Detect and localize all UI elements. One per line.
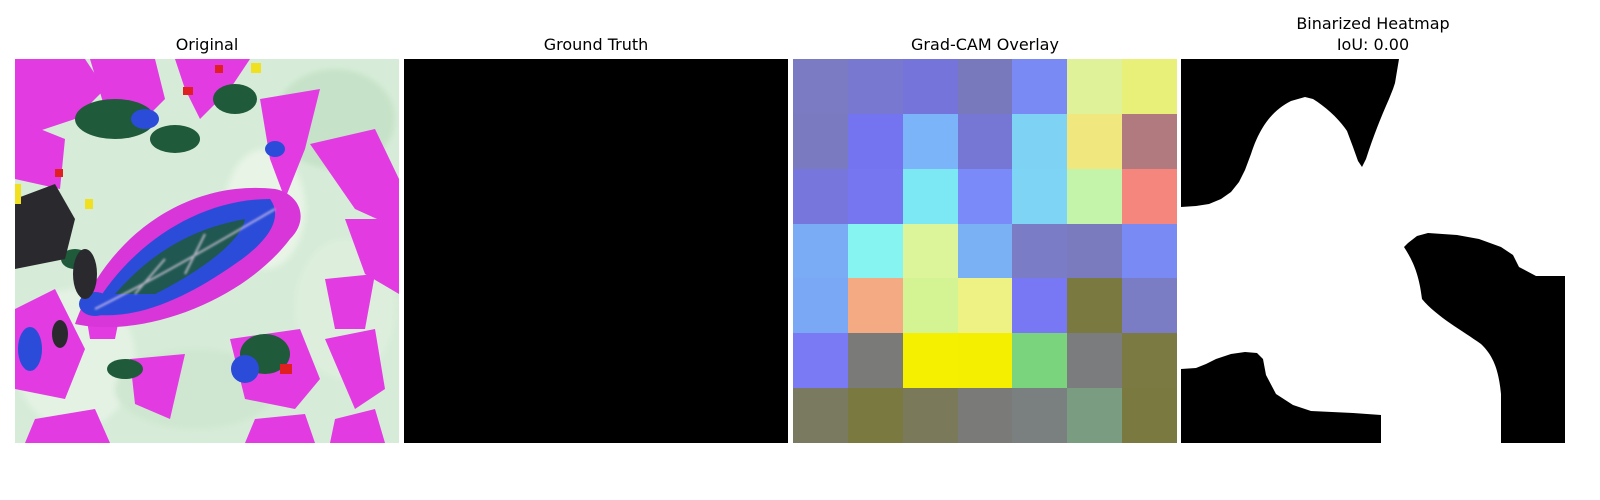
original-image (15, 59, 399, 443)
gradcam-cell-5-6 (1122, 333, 1177, 388)
gradcam-cell-4-5 (1067, 278, 1122, 333)
gradcam-cell-4-6 (1122, 278, 1177, 333)
gradcam-cell-0-4 (1012, 59, 1067, 114)
panel-title-gradcam: Grad-CAM Overlay (911, 35, 1059, 54)
panel-original: Original (15, 0, 399, 500)
binarized-heatmap-image (1181, 59, 1565, 443)
gradcam-cell-2-0 (793, 169, 848, 224)
gradcam-cell-5-0 (793, 333, 848, 388)
gradcam-cell-6-4 (1012, 388, 1067, 443)
ground-truth-mask (404, 59, 788, 443)
gradcam-cell-2-6 (1122, 169, 1177, 224)
heatmap-foreground-region (1181, 59, 1565, 443)
gradcam-cell-2-3 (958, 169, 1012, 224)
ground-truth-fill (404, 59, 788, 443)
gradcam-cell-3-2 (903, 224, 958, 278)
gradcam-cell-3-1 (848, 224, 903, 278)
gradcam-cell-3-0 (793, 224, 848, 278)
gradcam-cell-5-3 (958, 333, 1012, 388)
gradcam-cell-1-4 (1012, 114, 1067, 169)
panel-ground-truth: Ground Truth (404, 0, 788, 500)
gradcam-cell-6-2 (903, 388, 958, 443)
gradcam-cell-6-6 (1122, 388, 1177, 443)
gradcam-cell-3-5 (1067, 224, 1122, 278)
gradcam-cell-6-3 (958, 388, 1012, 443)
gradcam-cell-0-1 (848, 59, 903, 114)
gradcam-cell-3-4 (1012, 224, 1067, 278)
gradcam-cell-0-5 (1067, 59, 1122, 114)
gradcam-cell-1-0 (793, 114, 848, 169)
gradcam-grid (793, 59, 1177, 443)
gradcam-cell-0-0 (793, 59, 848, 114)
panel-title-original: Original (175, 35, 239, 54)
gradcam-cell-2-5 (1067, 169, 1122, 224)
gradcam-cell-4-3 (958, 278, 1012, 333)
gradcam-cell-3-3 (958, 224, 1012, 278)
gradcam-cell-4-1 (848, 278, 903, 333)
gradcam-cell-4-0 (793, 278, 848, 333)
gradcam-cell-2-2 (903, 169, 958, 224)
gradcam-cell-2-1 (848, 169, 903, 224)
gradcam-overlay-image (793, 59, 1177, 443)
gradcam-cell-5-4 (1012, 333, 1067, 388)
gradcam-cell-1-6 (1122, 114, 1177, 169)
original-image-svg (15, 59, 399, 443)
binarized-heatmap-svg (1181, 59, 1565, 443)
gradcam-cell-1-2 (903, 114, 958, 169)
gradcam-cell-6-0 (793, 388, 848, 443)
gradcam-cell-2-4 (1012, 169, 1067, 224)
panel-subtitle-iou: IoU: 0.00 (1336, 35, 1410, 54)
gradcam-cell-5-5 (1067, 333, 1122, 388)
gradcam-cell-0-2 (903, 59, 958, 114)
ground-truth-svg (404, 59, 788, 443)
gradcam-cell-4-2 (903, 278, 958, 333)
gradcam-cell-1-3 (958, 114, 1012, 169)
gradcam-cell-1-1 (848, 114, 903, 169)
panel-binarized-heatmap: Binarized Heatmap IoU: 0.00 (1181, 0, 1565, 500)
panel-gradcam-overlay: Grad-CAM Overlay (793, 0, 1177, 500)
gradcam-cell-3-6 (1122, 224, 1177, 278)
gradcam-cell-5-2 (903, 333, 958, 388)
gradcam-cell-6-5 (1067, 388, 1122, 443)
gradcam-cell-0-6 (1122, 59, 1177, 114)
gradcam-cell-0-3 (958, 59, 1012, 114)
gradcam-cell-1-5 (1067, 114, 1122, 169)
gradcam-cell-5-1 (848, 333, 903, 388)
panel-title-ground-truth: Ground Truth (543, 35, 649, 54)
gradcam-cell-6-1 (848, 388, 903, 443)
gradcam-cell-4-4 (1012, 278, 1067, 333)
panel-title-binarized: Binarized Heatmap (1296, 14, 1450, 33)
